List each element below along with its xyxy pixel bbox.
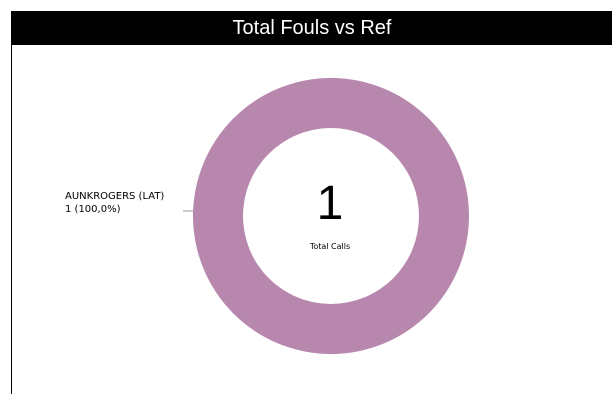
donut-center-caption: Total Calls: [309, 242, 351, 251]
slice-label-name: AUNKROGERS (LAT): [65, 191, 165, 202]
donut-center-value: 1: [316, 177, 344, 230]
chart-title: Total Fouls vs Ref: [12, 11, 612, 45]
slice-label: AUNKROGERS (LAT) 1 (100,0%): [65, 190, 164, 216]
slice-label-value: 1 (100,0%): [65, 204, 121, 215]
donut-slice[interactable]: [193, 78, 469, 354]
chart-panel: Total Fouls vs Ref: [11, 11, 612, 394]
